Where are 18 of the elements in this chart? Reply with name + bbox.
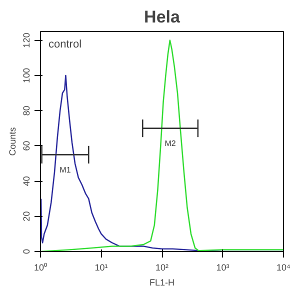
y-axis-title: Counts xyxy=(8,126,18,156)
x-tick-label: 10⁴ xyxy=(276,262,291,272)
y-tick-label: 80 xyxy=(22,106,32,116)
x-axis-title: FL1-H xyxy=(150,278,175,288)
y-tick-label: 40 xyxy=(22,176,32,186)
x-tick-label: 10³ xyxy=(216,262,230,272)
chart-title: Hela xyxy=(144,8,180,26)
y-tick-label: 0 xyxy=(22,248,32,254)
x-tick-label: 10² xyxy=(155,262,169,272)
series-label: M2 xyxy=(164,138,176,148)
annotation: control xyxy=(48,38,82,50)
x-tick-label: 10⁰ xyxy=(34,262,48,272)
y-tick-label: 60 xyxy=(22,140,32,151)
y-tick-label: 100 xyxy=(22,68,32,84)
series-label: M1 xyxy=(60,165,72,174)
y-tick-label: 120 xyxy=(22,32,32,48)
y-tick-label: 20 xyxy=(22,211,32,222)
x-tick-label: 10¹ xyxy=(94,262,108,272)
